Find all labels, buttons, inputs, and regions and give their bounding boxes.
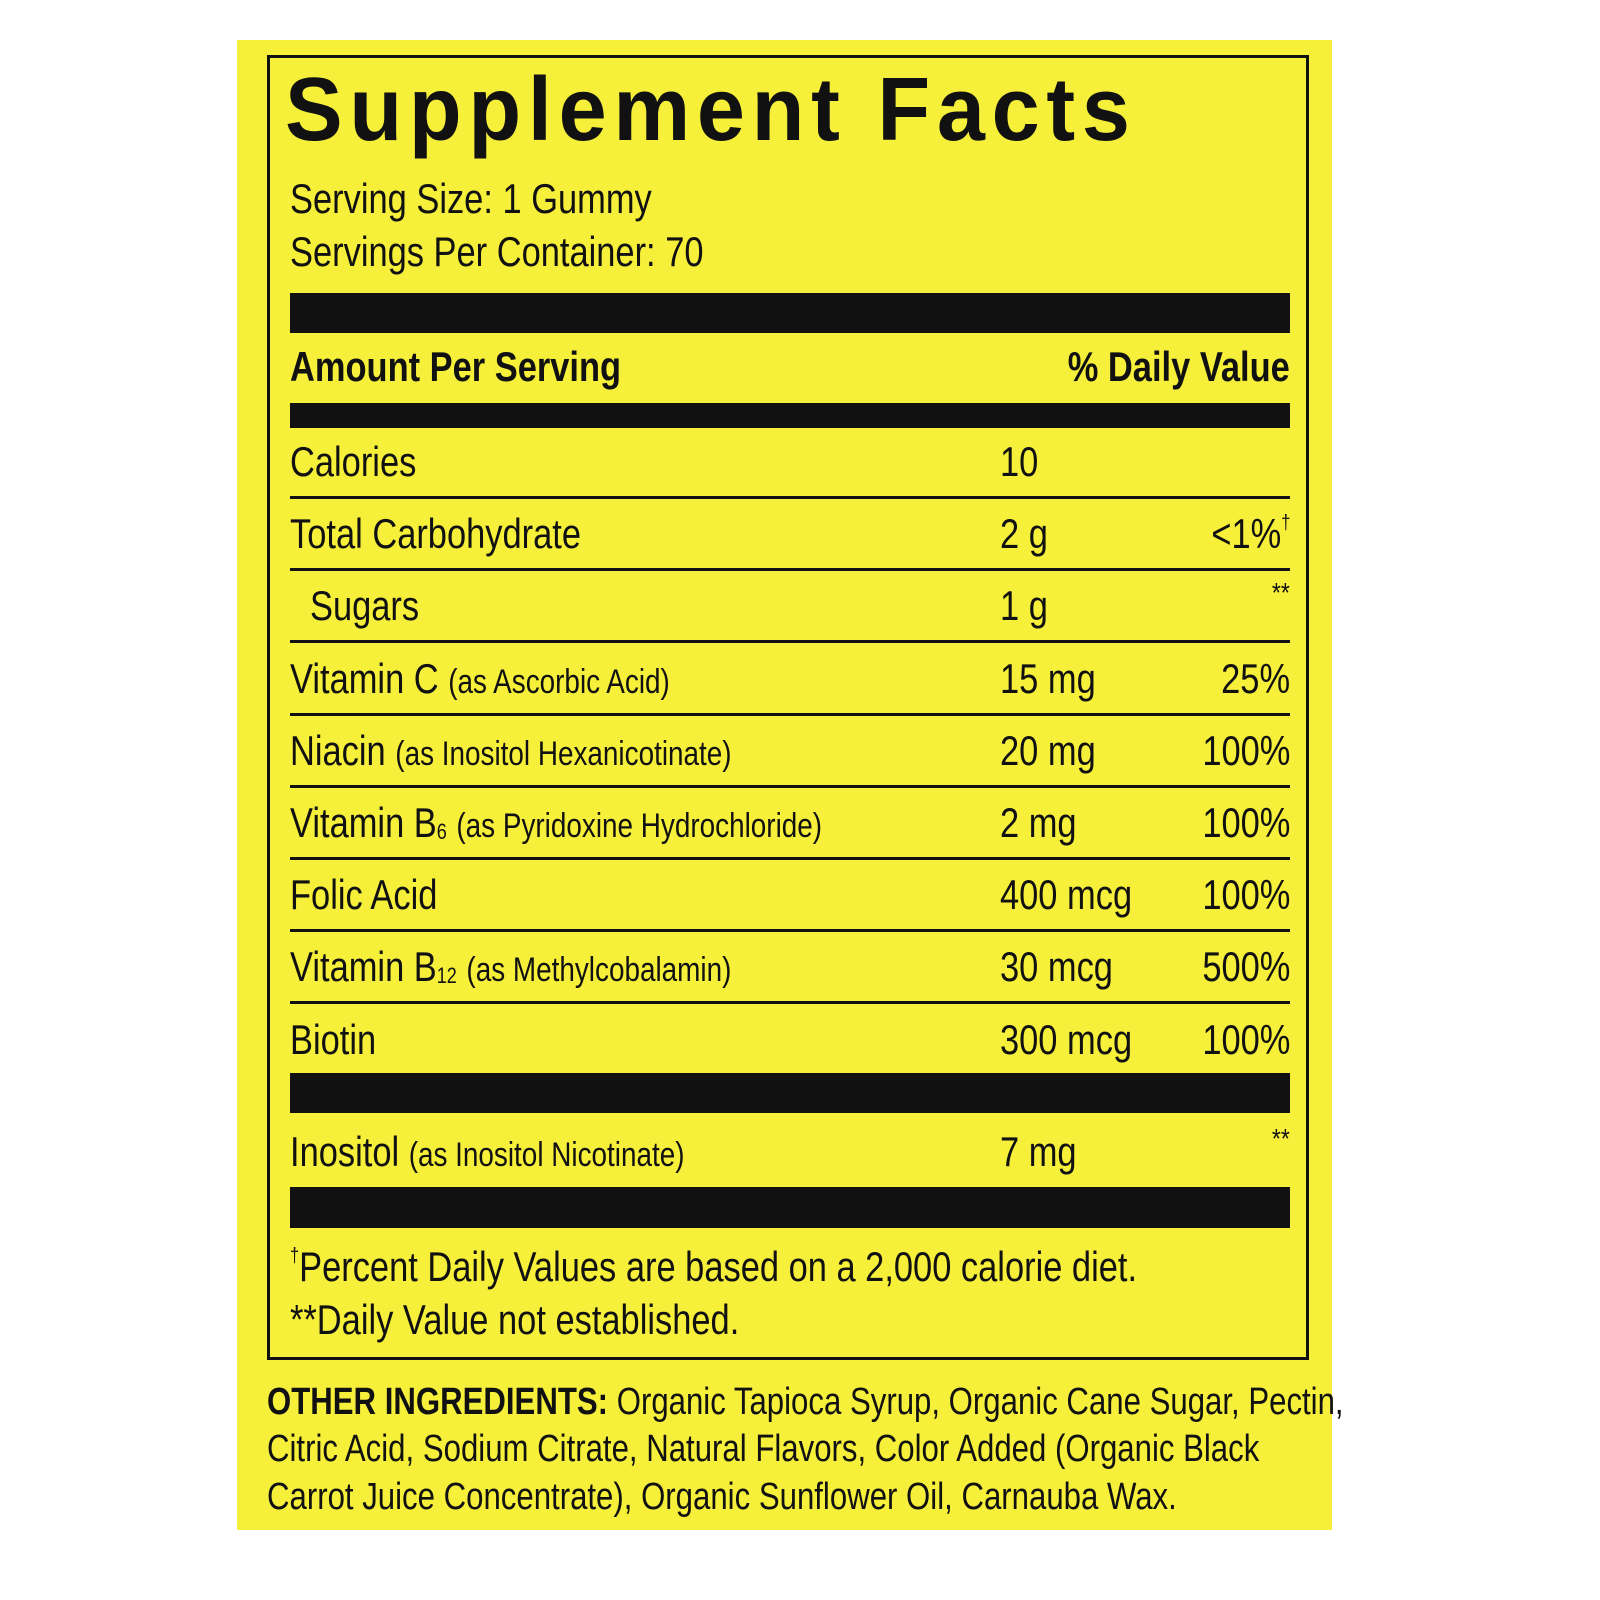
daily-value: 100% <box>1201 726 1290 774</box>
row-rule <box>290 712 1290 716</box>
amount: 7 mg <box>1000 1128 1077 1175</box>
daily-value: <1%† <box>1211 513 1290 555</box>
dv-header: % Daily Value <box>1067 343 1290 390</box>
footnote-text: Percent Daily Values are based on a 2,00… <box>299 1243 1138 1290</box>
nutrient-name: Vitamin B6 (as Pyridoxine Hydrochloride) <box>290 802 822 844</box>
detail: (as Inositol Hexanicotinate) <box>395 734 732 773</box>
amount: 1 g <box>1000 582 1048 630</box>
row-rule <box>290 784 1290 788</box>
nutrient-name: Biotin <box>290 1015 377 1063</box>
nutrient-name: Vitamin B12 (as Methylcobalamin) <box>290 946 731 988</box>
amount: 10 <box>1000 438 1039 485</box>
detail: (as Ascorbic Acid) <box>448 662 670 701</box>
name: Vitamin B <box>290 799 437 846</box>
row-rule <box>290 929 1290 933</box>
thick-rule <box>290 1073 1290 1113</box>
daily-value: 500% <box>1202 946 1290 988</box>
amount: 2 mg <box>1000 799 1077 846</box>
row-rule <box>290 1001 1290 1005</box>
nutrient-name: Total Carbohydrate <box>290 513 581 555</box>
facts-box <box>267 55 1309 1360</box>
dv-mark: † <box>1280 512 1290 535</box>
dv: ** <box>1272 1123 1290 1154</box>
ingredients-line: Carrot Juice Concentrate), Organic Sunfl… <box>267 1476 1177 1518</box>
detail: (as Pyridoxine Hydrochloride) <box>456 807 823 845</box>
dv: 100% <box>1201 799 1290 846</box>
thick-rule <box>290 403 1290 428</box>
amount: 300 mcg <box>1000 1015 1133 1063</box>
daily-value: 100% <box>1202 874 1290 916</box>
name: Folic Acid <box>290 871 438 919</box>
footnote: **Daily Value not established. <box>290 1296 740 1343</box>
dv: 100% <box>1201 1015 1290 1063</box>
detail: (as Inositol Nicotinate) <box>408 1136 685 1174</box>
amount: 15 mg <box>1000 654 1096 702</box>
name: Total Carbohydrate <box>290 510 581 558</box>
daily-value: 100% <box>1202 802 1290 844</box>
nutrient-name: Folic Acid <box>290 874 437 916</box>
row-rule <box>290 568 1290 572</box>
nutrient-name: Vitamin C (as Ascorbic Acid) <box>290 654 670 702</box>
ingredients-label: OTHER INGREDIENTS: <box>267 1381 609 1423</box>
dv: 100% <box>1201 726 1290 774</box>
dv: 25% <box>1221 654 1290 702</box>
daily-value: 100% <box>1201 1015 1290 1063</box>
amount-header: Amount Per Serving <box>290 343 622 390</box>
detail: (as Methylcobalamin) <box>466 951 732 990</box>
name: Sugars <box>310 582 420 630</box>
footnote: †Percent Daily Values are based on a 2,0… <box>290 1246 1137 1288</box>
dv: 500% <box>1201 943 1290 991</box>
amount: 20 mg <box>1000 726 1096 774</box>
thick-rule <box>290 1187 1290 1228</box>
daily-value: ** <box>1272 579 1290 607</box>
amount: 30 mcg <box>1000 943 1113 991</box>
dv: ** <box>1272 577 1290 609</box>
amount: 400 mcg <box>1000 871 1133 919</box>
serving-size: Serving Size: 1 Gummy <box>290 175 652 222</box>
name: Vitamin B <box>290 943 437 991</box>
nutrient-name: Calories <box>290 441 416 483</box>
row-rule <box>290 496 1290 499</box>
ingredients: OTHER INGREDIENTS: Organic Tapioca Syrup… <box>267 1383 1344 1421</box>
subscript: 12 <box>436 963 457 989</box>
footnote-mark: † <box>290 1245 300 1267</box>
row-rule <box>290 857 1290 860</box>
nutrient-name: Inositol (as Inositol Nicotinate) <box>290 1131 685 1173</box>
name: Inositol <box>290 1128 400 1175</box>
servings-per-container: Servings Per Container: 70 <box>290 228 704 275</box>
title: Supplement Facts <box>285 60 1137 160</box>
row-rule <box>290 640 1290 644</box>
amount: 2 g <box>1000 510 1048 558</box>
nutrient-name: Sugars <box>310 585 419 627</box>
nutrient-name: Niacin (as Inositol Hexanicotinate) <box>290 726 732 774</box>
name: Calories <box>290 438 417 485</box>
name: Niacin <box>290 726 386 774</box>
daily-value: ** <box>1272 1125 1290 1153</box>
name: Biotin <box>290 1015 377 1063</box>
ingredients-line: Citric Acid, Sodium Citrate, Natural Fla… <box>267 1428 1260 1470</box>
dv: <1% <box>1210 510 1281 558</box>
subscript: 6 <box>436 819 447 844</box>
daily-value: 25% <box>1221 654 1290 702</box>
name: Vitamin C <box>290 654 439 702</box>
ingredients-line: Organic Tapioca Syrup, Organic Cane Suga… <box>608 1381 1344 1423</box>
dv: 100% <box>1201 871 1290 919</box>
thick-rule <box>290 293 1290 333</box>
